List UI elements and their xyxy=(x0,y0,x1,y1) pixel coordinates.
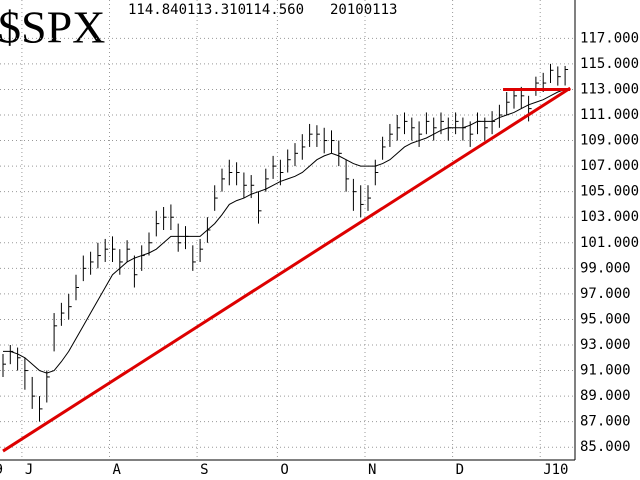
trendline xyxy=(2,86,572,453)
y-tick-label: 107.000 xyxy=(580,158,639,174)
y-tick-label: 101.000 xyxy=(580,235,639,251)
x-tick-label: J10 xyxy=(543,462,568,478)
header-high: 114.840 xyxy=(128,2,187,18)
y-tick-label: 105.000 xyxy=(580,184,639,200)
x-tick-label: O xyxy=(280,462,288,478)
y-tick-label: 117.000 xyxy=(580,30,639,46)
header-low: 113.310 xyxy=(187,2,246,18)
x-tick-label: J xyxy=(25,462,33,478)
y-tick-label: 89.000 xyxy=(580,388,631,404)
y-tick-label: 87.000 xyxy=(580,414,631,430)
y-tick-label: 97.000 xyxy=(580,286,631,302)
x-tick-label: A xyxy=(113,462,122,478)
y-tick-label: 113.000 xyxy=(580,81,639,97)
x-tick-label: N xyxy=(368,462,376,478)
header-date: 20100113 xyxy=(330,2,397,18)
y-tick-label: 109.000 xyxy=(580,133,639,149)
moving-average xyxy=(3,88,566,374)
x-tick-label: S xyxy=(200,462,208,478)
chart-title: $SPX xyxy=(0,2,105,53)
y-tick-label: 115.000 xyxy=(580,56,639,72)
y-tick-label: 95.000 xyxy=(580,311,631,327)
y-tick-label: 85.000 xyxy=(580,439,631,455)
x-tick-label: 9 xyxy=(0,462,3,478)
y-tick-label: 111.000 xyxy=(580,107,639,123)
header-close: 114.560 xyxy=(245,2,304,18)
y-tick-label: 91.000 xyxy=(580,363,631,379)
y-tick-label: 103.000 xyxy=(580,209,639,225)
y-tick-label: 99.000 xyxy=(580,260,631,276)
y-tick-label: 93.000 xyxy=(580,337,631,353)
x-tick-label: D xyxy=(456,462,464,478)
